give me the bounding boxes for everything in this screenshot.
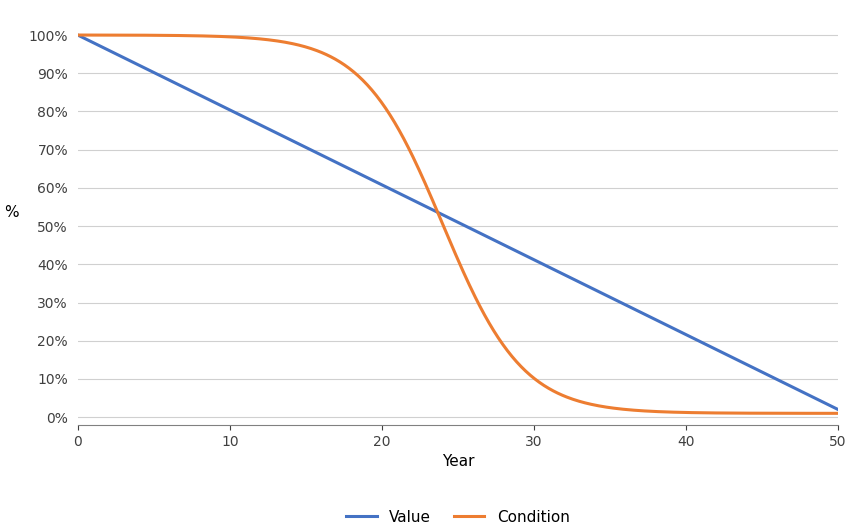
Value xyxy=(434,210,444,216)
Value xyxy=(696,339,706,345)
Value xyxy=(833,406,843,413)
Condition xyxy=(484,320,494,326)
Condition xyxy=(833,410,843,416)
X-axis label: Year: Year xyxy=(442,454,474,469)
Condition xyxy=(438,222,448,229)
Legend: Value, Condition: Value, Condition xyxy=(339,502,577,531)
Value xyxy=(525,255,536,261)
Condition xyxy=(434,212,444,218)
Y-axis label: %: % xyxy=(4,205,19,220)
Condition xyxy=(696,409,706,416)
Value xyxy=(484,235,494,241)
Line: Condition: Condition xyxy=(78,35,838,413)
Value xyxy=(815,397,825,404)
Condition xyxy=(73,32,83,38)
Value xyxy=(438,212,448,218)
Value xyxy=(73,32,83,38)
Condition xyxy=(525,372,536,379)
Condition xyxy=(815,410,825,416)
Line: Value: Value xyxy=(78,35,838,409)
